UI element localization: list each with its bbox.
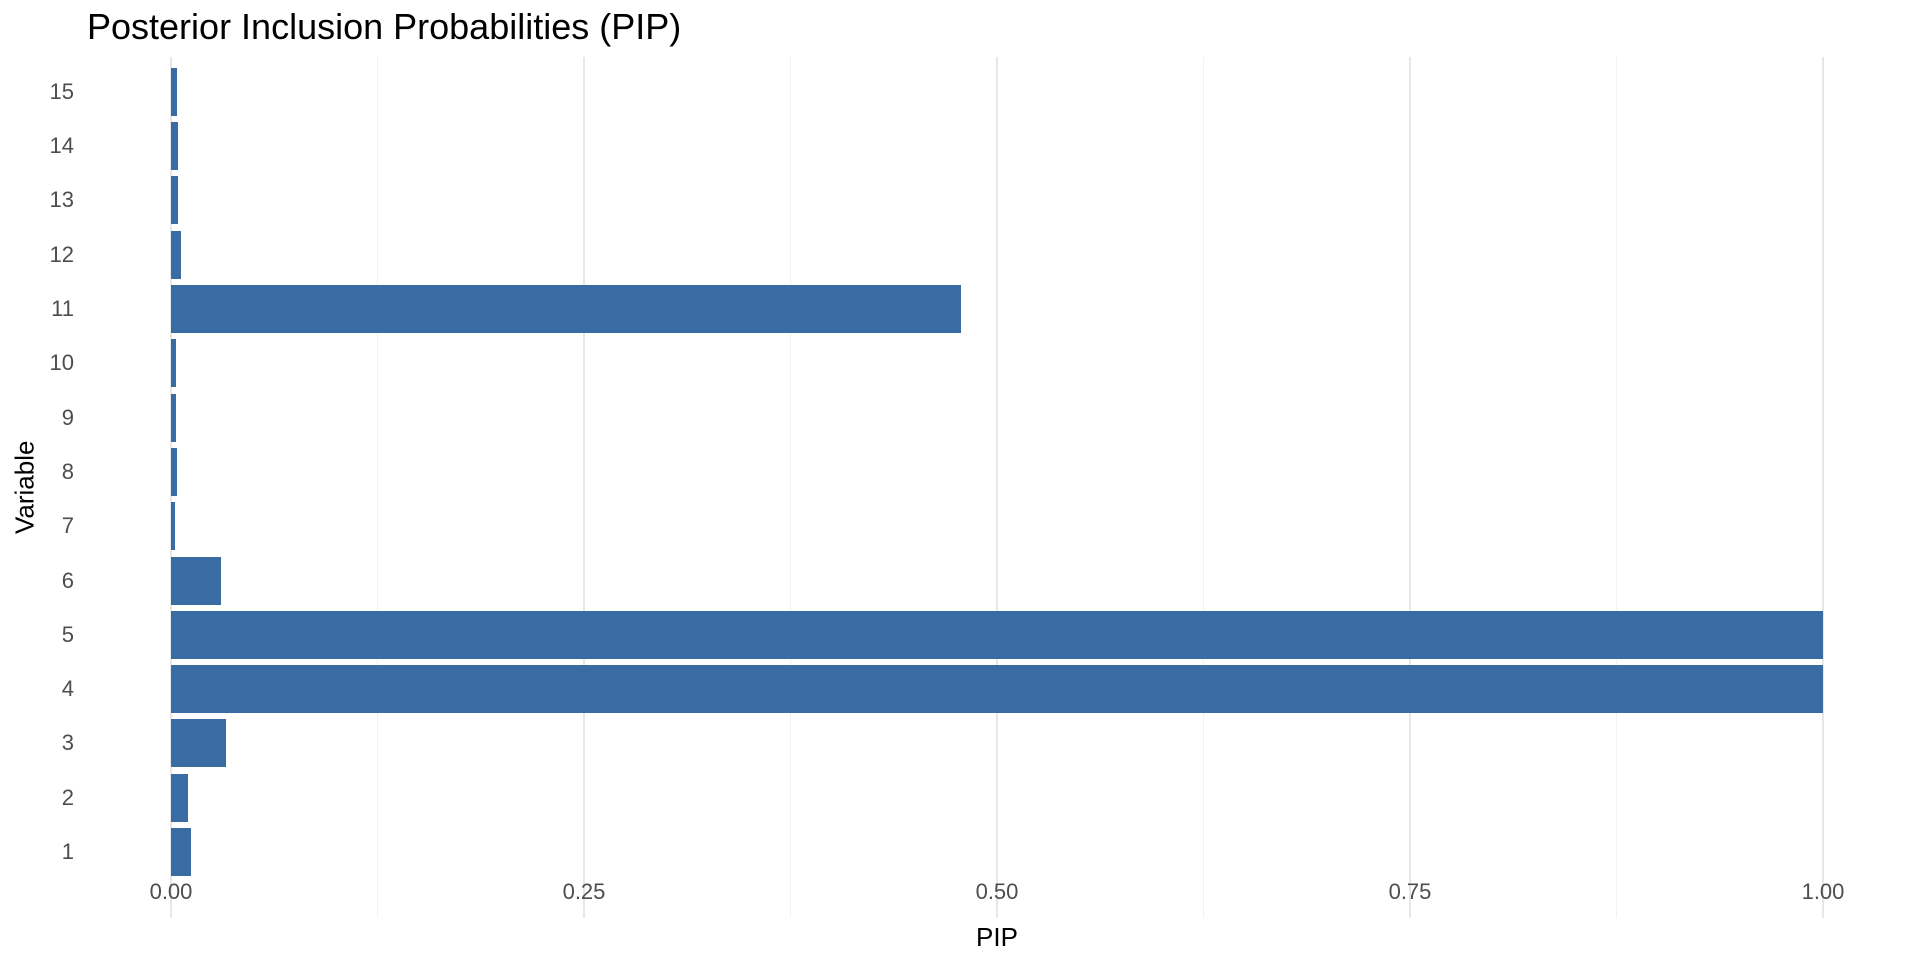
y-tick-label: 13: [49, 187, 74, 213]
y-tick-label: 1: [61, 839, 74, 864]
bar-variable-5: [171, 610, 1823, 659]
bar-variable-15: [171, 67, 177, 116]
gridline-major: [1409, 57, 1411, 918]
bar-variable-11: [171, 285, 961, 333]
x-tick-label: 0.75: [1388, 879, 1432, 904]
y-tick-label: 10: [49, 350, 74, 376]
gridline-minor: [1616, 57, 1617, 918]
x-axis-title: PIP: [976, 922, 1018, 952]
gridline-major: [583, 57, 585, 918]
chart-title: Posterior Inclusion Probabilities (PIP): [87, 6, 682, 47]
y-tick-label: 5: [61, 621, 74, 647]
bar-variable-14: [171, 122, 178, 171]
bar-variable-4: [171, 665, 1823, 714]
bar-variable-13: [171, 176, 179, 225]
bar-variable-1: [171, 828, 191, 876]
y-tick-label: 9: [61, 404, 74, 430]
bar-variable-10: [171, 339, 176, 388]
gridline-minor: [377, 57, 378, 918]
x-tick-label: 0.25: [562, 879, 606, 904]
x-tick-label: 1.00: [1801, 879, 1845, 904]
y-tick-label: 7: [61, 513, 74, 539]
bar-variable-9: [171, 393, 176, 442]
y-tick-label: 6: [61, 567, 74, 593]
bar-variable-3: [171, 719, 226, 768]
y-tick-label: 11: [51, 296, 74, 321]
bar-variable-6: [171, 556, 221, 605]
y-tick-label: 14: [49, 133, 74, 159]
y-tick-label: 4: [61, 676, 74, 702]
y-tick-label: 2: [61, 784, 74, 810]
gridline-major: [996, 57, 998, 918]
bar-variable-12: [171, 230, 181, 279]
y-tick-label: 8: [61, 458, 74, 484]
bar-variable-8: [171, 447, 177, 496]
y-tick-label: 3: [61, 730, 74, 756]
x-tick-label: 0.00: [149, 879, 193, 904]
x-tick-label: 0.50: [975, 879, 1019, 904]
bar-variable-7: [171, 502, 176, 551]
gridline-minor: [1203, 57, 1204, 918]
gridline-major: [1822, 57, 1824, 918]
y-tick-label: 15: [49, 78, 74, 104]
y-tick-label: 12: [49, 241, 74, 267]
gridline-minor: [790, 57, 791, 918]
bar-variable-2: [171, 773, 188, 822]
